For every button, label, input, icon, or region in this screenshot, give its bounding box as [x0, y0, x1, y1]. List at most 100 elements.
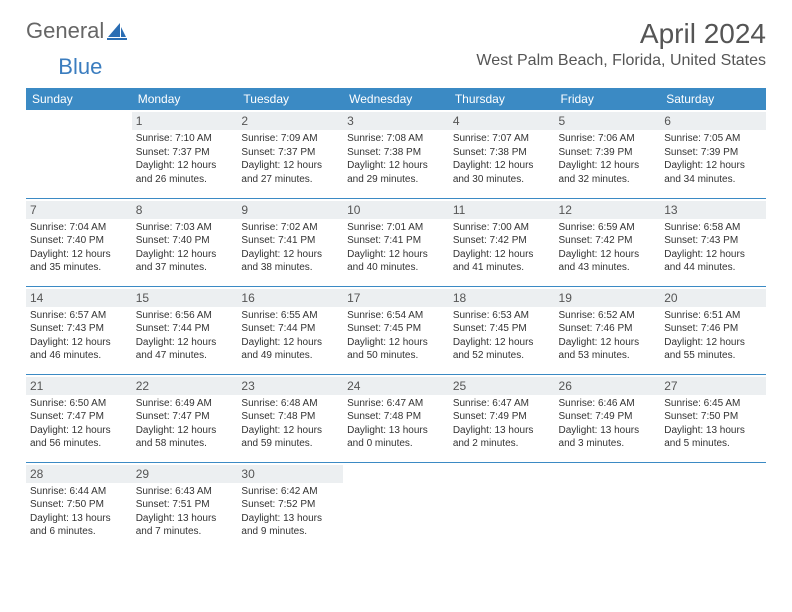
- day-number: 4: [449, 112, 555, 130]
- calendar-cell: 15Sunrise: 6:56 AMSunset: 7:44 PMDayligh…: [132, 286, 238, 374]
- sunrise-line: Sunrise: 6:47 AM: [347, 397, 445, 411]
- day-number: 28: [26, 465, 132, 483]
- day-number: 30: [237, 465, 343, 483]
- sunset-line: Sunset: 7:49 PM: [559, 410, 657, 424]
- sunset-line: Sunset: 7:43 PM: [664, 234, 762, 248]
- calendar-cell: 20Sunrise: 6:51 AMSunset: 7:46 PMDayligh…: [660, 286, 766, 374]
- sunrise-line: Sunrise: 6:55 AM: [241, 309, 339, 323]
- sunset-line: Sunset: 7:50 PM: [30, 498, 128, 512]
- location: West Palm Beach, Florida, United States: [476, 52, 766, 70]
- daylight-line: Daylight: 12 hours and 26 minutes.: [136, 159, 234, 186]
- calendar-cell: 26Sunrise: 6:46 AMSunset: 7:49 PMDayligh…: [555, 374, 661, 462]
- calendar-cell: 5Sunrise: 7:06 AMSunset: 7:39 PMDaylight…: [555, 110, 661, 198]
- day-number: 14: [26, 289, 132, 307]
- sunset-line: Sunset: 7:39 PM: [559, 146, 657, 160]
- sunrise-line: Sunrise: 7:02 AM: [241, 221, 339, 235]
- calendar-cell: 11Sunrise: 7:00 AMSunset: 7:42 PMDayligh…: [449, 198, 555, 286]
- day-number: 29: [132, 465, 238, 483]
- sunrise-line: Sunrise: 6:48 AM: [241, 397, 339, 411]
- calendar-cell: 24Sunrise: 6:47 AMSunset: 7:48 PMDayligh…: [343, 374, 449, 462]
- daylight-line: Daylight: 12 hours and 55 minutes.: [664, 336, 762, 363]
- sunrise-line: Sunrise: 6:53 AM: [453, 309, 551, 323]
- calendar-cell: 14 Sunrise: 6:57 AMSunset: 7:43 PMDayligh…: [26, 286, 132, 374]
- sunset-line: Sunset: 7:37 PM: [241, 146, 339, 160]
- calendar-cell: [555, 462, 661, 550]
- day-number: 24: [343, 377, 449, 395]
- sunrise-line: Sunrise: 7:04 AM: [30, 221, 128, 235]
- sunrise-line: Sunrise: 7:08 AM: [347, 132, 445, 146]
- weekday-header: Friday: [555, 88, 661, 110]
- daylight-line: Daylight: 12 hours and 32 minutes.: [559, 159, 657, 186]
- day-number: 3: [343, 112, 449, 130]
- sunrise-line: Sunrise: 6:50 AM: [30, 397, 128, 411]
- day-number: 13: [660, 201, 766, 219]
- calendar-cell: 10Sunrise: 7:01 AMSunset: 7:41 PMDayligh…: [343, 198, 449, 286]
- weekday-header: Tuesday: [237, 88, 343, 110]
- day-number: 17: [343, 289, 449, 307]
- daylight-line: Daylight: 12 hours and 43 minutes.: [559, 248, 657, 275]
- calendar-cell: [343, 462, 449, 550]
- daylight-line: Daylight: 13 hours and 6 minutes.: [30, 512, 128, 539]
- daylight-line: Daylight: 12 hours and 41 minutes.: [453, 248, 551, 275]
- sunset-line: Sunset: 7:47 PM: [136, 410, 234, 424]
- sunset-line: Sunset: 7:42 PM: [453, 234, 551, 248]
- calendar-cell: 30 Sunrise: 6:42 AMSunset: 7:52 PMDayligh…: [237, 462, 343, 550]
- daylight-line: Daylight: 13 hours and 2 minutes.: [453, 424, 551, 451]
- sunset-line: Sunset: 7:47 PM: [30, 410, 128, 424]
- calendar-cell: 18Sunrise: 6:53 AMSunset: 7:45 PMDayligh…: [449, 286, 555, 374]
- day-number: 12: [555, 201, 661, 219]
- sunrise-line: Sunrise: 6:43 AM: [136, 485, 234, 499]
- calendar-cell: 27Sunrise: 6:45 AMSunset: 7:50 PMDayligh…: [660, 374, 766, 462]
- calendar-cell: [26, 110, 132, 198]
- day-number: 15: [132, 289, 238, 307]
- sunrise-line: Sunrise: 6:44 AM: [30, 485, 128, 499]
- calendar-row: 7Sunrise: 7:04 AMSunset: 7:40 PMDaylight…: [26, 198, 766, 286]
- sunrise-line: Sunrise: 6:42 AM: [241, 485, 339, 499]
- sunset-line: Sunset: 7:46 PM: [664, 322, 762, 336]
- sunrise-line: Sunrise: 6:47 AM: [453, 397, 551, 411]
- sunrise-line: Sunrise: 7:03 AM: [136, 221, 234, 235]
- calendar-cell: 7Sunrise: 7:04 AMSunset: 7:40 PMDaylight…: [26, 198, 132, 286]
- sunset-line: Sunset: 7:46 PM: [559, 322, 657, 336]
- calendar-cell: 4Sunrise: 7:07 AMSunset: 7:38 PMDaylight…: [449, 110, 555, 198]
- day-number: 6: [660, 112, 766, 130]
- daylight-line: Daylight: 12 hours and 30 minutes.: [453, 159, 551, 186]
- calendar-cell: 3 Sunrise: 7:08 AMSunset: 7:38 PMDaylight…: [343, 110, 449, 198]
- calendar-row: 21Sunrise: 6:50 AMSunset: 7:47 PMDayligh…: [26, 374, 766, 462]
- daylight-line: Daylight: 13 hours and 5 minutes.: [664, 424, 762, 451]
- sunset-line: Sunset: 7:40 PM: [136, 234, 234, 248]
- sunset-line: Sunset: 7:41 PM: [241, 234, 339, 248]
- sunset-line: Sunset: 7:48 PM: [347, 410, 445, 424]
- calendar-cell: 8Sunrise: 7:03 AMSunset: 7:40 PMDaylight…: [132, 198, 238, 286]
- sunset-line: Sunset: 7:38 PM: [347, 146, 445, 160]
- sunrise-line: Sunrise: 7:10 AM: [136, 132, 234, 146]
- daylight-line: Daylight: 12 hours and 29 minutes.: [347, 159, 445, 186]
- day-number: 18: [449, 289, 555, 307]
- calendar-row: 14Sunrise: 6:57 AMSunset: 7:43 PMDayligh…: [26, 286, 766, 374]
- logo-text-2: Blue: [58, 54, 102, 80]
- daylight-line: Daylight: 12 hours and 46 minutes.: [30, 336, 128, 363]
- sunrise-line: Sunrise: 7:01 AM: [347, 221, 445, 235]
- weekday-header: Thursday: [449, 88, 555, 110]
- weekday-header: Saturday: [660, 88, 766, 110]
- month-title: April 2024: [476, 18, 766, 50]
- daylight-line: Daylight: 13 hours and 9 minutes.: [241, 512, 339, 539]
- sunrise-line: Sunrise: 6:57 AM: [30, 309, 128, 323]
- daylight-line: Daylight: 13 hours and 7 minutes.: [136, 512, 234, 539]
- sunset-line: Sunset: 7:45 PM: [453, 322, 551, 336]
- sunrise-line: Sunrise: 6:51 AM: [664, 309, 762, 323]
- sunset-line: Sunset: 7:52 PM: [241, 498, 339, 512]
- weekday-header: Monday: [132, 88, 238, 110]
- daylight-line: Daylight: 12 hours and 58 minutes.: [136, 424, 234, 451]
- logo-text-1: General: [26, 18, 104, 44]
- sunset-line: Sunset: 7:43 PM: [30, 322, 128, 336]
- calendar-cell: 2Sunrise: 7:09 AMSunset: 7:37 PMDaylight…: [237, 110, 343, 198]
- day-number: 19: [555, 289, 661, 307]
- sunrise-line: Sunrise: 6:54 AM: [347, 309, 445, 323]
- daylight-line: Daylight: 12 hours and 34 minutes.: [664, 159, 762, 186]
- sunset-line: Sunset: 7:45 PM: [347, 322, 445, 336]
- day-number: 27: [660, 377, 766, 395]
- calendar-table: SundayMondayTuesdayWednesdayThursdayFrid…: [26, 88, 766, 550]
- calendar-cell: 12Sunrise: 6:59 AMSunset: 7:42 PMDayligh…: [555, 198, 661, 286]
- daylight-line: Daylight: 12 hours and 40 minutes.: [347, 248, 445, 275]
